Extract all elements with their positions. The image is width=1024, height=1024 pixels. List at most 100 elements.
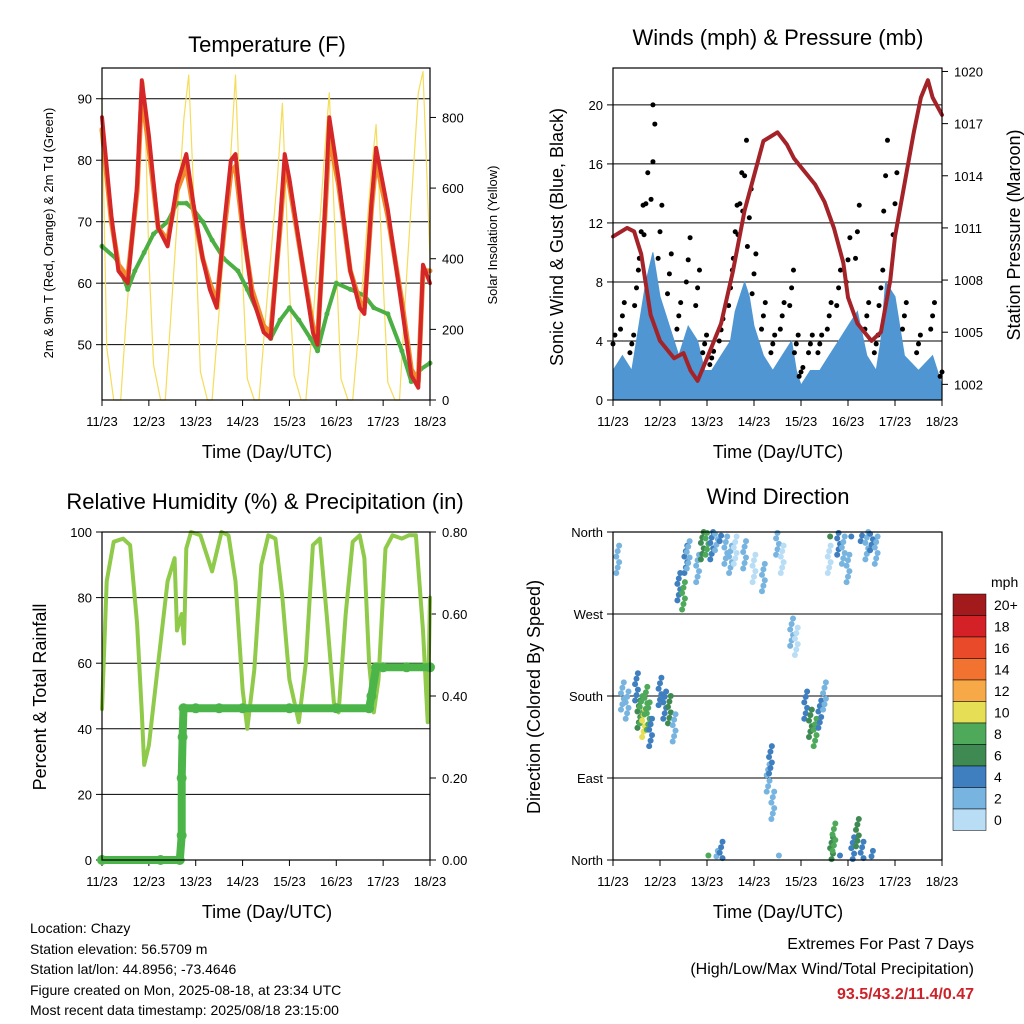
humidity-title: Relative Humidity (%) & Precipitation (i… [66, 489, 463, 514]
gust-point [621, 300, 627, 306]
x-tick-label: 15/23 [273, 874, 306, 889]
y-tick-label: 12 [589, 216, 603, 231]
y-right-tick-label: 0.00 [442, 853, 467, 868]
x-tick-label: 13/23 [691, 874, 724, 889]
wind-direction-point [675, 575, 682, 582]
wind-direction-point [794, 641, 801, 648]
wind-direction-point [617, 706, 624, 713]
wind-direction-point [685, 559, 692, 566]
legend-swatch [952, 593, 987, 616]
wind-direction-point [840, 539, 847, 546]
dewpoint-point [151, 231, 157, 237]
wind-direction-point [625, 704, 632, 711]
wind-direction-point [837, 852, 844, 859]
gust-point [746, 215, 752, 221]
wind-direction-point [661, 693, 668, 700]
wind-direction-point [730, 544, 737, 551]
gust-point [883, 173, 889, 179]
x-tick-label: 14/23 [738, 414, 771, 429]
wind-direction-point [679, 606, 686, 613]
wind-direction-point [704, 529, 710, 536]
x-tick-label: 12/23 [133, 414, 166, 429]
y-tick-label: 80 [78, 591, 92, 606]
gust-point [707, 362, 713, 368]
wind-direction-point [846, 551, 853, 558]
wind-direction-point [649, 732, 656, 739]
wind-direction-point [802, 710, 809, 717]
wind-direction-point [632, 681, 639, 688]
wind-direction-point [752, 551, 759, 558]
wind-direction-point [680, 600, 687, 607]
gust-point [873, 341, 879, 347]
y-tick-label: 20 [589, 98, 603, 113]
wind-direction-point [758, 588, 765, 595]
gust-point [612, 332, 618, 338]
wind-direction-point [838, 560, 845, 567]
legend-label: 12 [994, 683, 1010, 699]
legend-swatch [952, 615, 987, 638]
humidity-panel: Relative Humidity (%) & Precipitation (i… [30, 489, 467, 922]
gust-point [836, 285, 842, 291]
wind-direction-point [760, 566, 767, 573]
wind-direction-point [634, 670, 641, 677]
dewpoint-point [209, 237, 215, 243]
x-tick-label: 14/23 [738, 874, 771, 889]
wind-direction-point [769, 794, 776, 801]
wind-direction-point [647, 737, 654, 744]
wind-direction-point [874, 549, 881, 556]
y-right-tick-label: 1008 [954, 273, 983, 288]
y-right-tick-label: 600 [442, 181, 464, 196]
legend-label: 0 [994, 812, 1002, 828]
wind-direction-point [663, 688, 670, 695]
wind-direction-point [868, 853, 875, 860]
wind-direction-point [838, 544, 845, 551]
gust-point [864, 313, 870, 319]
gust-point [916, 341, 921, 347]
gust-point [685, 257, 691, 263]
pressure-line [611, 78, 944, 383]
y-tick-label: 100 [70, 525, 92, 540]
wind-direction-point [664, 703, 671, 710]
x-tick-label: 13/23 [179, 414, 212, 429]
wind-direction-point [658, 674, 665, 681]
x-tick-label: 11/23 [597, 414, 629, 429]
gust-point [744, 244, 750, 250]
wind-direction-point [804, 688, 811, 695]
wind-direction-point [832, 820, 839, 827]
gust-point [798, 369, 804, 375]
gust-point [687, 235, 693, 241]
station-location: Location: Chazy [30, 920, 131, 936]
plot-frame [612, 531, 943, 861]
legend-label: 14 [994, 662, 1010, 678]
gust-point [853, 255, 859, 261]
wind-direction-point [816, 719, 823, 726]
dewpoint-point [125, 286, 131, 292]
gust-point [683, 279, 689, 285]
wind-direction-point [854, 821, 861, 828]
y-right-tick-label: 800 [442, 110, 464, 125]
legend-label: 2 [994, 791, 1002, 807]
gust-point [772, 332, 778, 338]
wind-direction-point [854, 837, 861, 844]
wind-direction-point [741, 559, 748, 566]
precipitation-line [98, 663, 434, 864]
x-tick-label: 18/23 [926, 874, 959, 889]
gust-point [878, 285, 884, 291]
wind-direction-point [829, 847, 836, 854]
gust-point [666, 271, 672, 277]
wind-direction-point [765, 783, 772, 790]
precipitation-point [237, 703, 248, 714]
gust-point [826, 313, 832, 319]
precipitation-point [378, 662, 389, 673]
gust-point [716, 338, 722, 344]
wind-direction-point [807, 712, 814, 719]
y-tick-label: 0 [596, 393, 603, 408]
humidity-xlabel: Time (Day/UTC) [202, 902, 332, 922]
wind-direction-point [741, 543, 748, 550]
wind-direction-point [751, 557, 757, 564]
wind-direction-point [669, 738, 676, 745]
gust-point [790, 267, 796, 273]
wind-direction-point [661, 710, 668, 717]
dewpoint-point [141, 249, 147, 255]
wind-direction-point [815, 724, 822, 731]
